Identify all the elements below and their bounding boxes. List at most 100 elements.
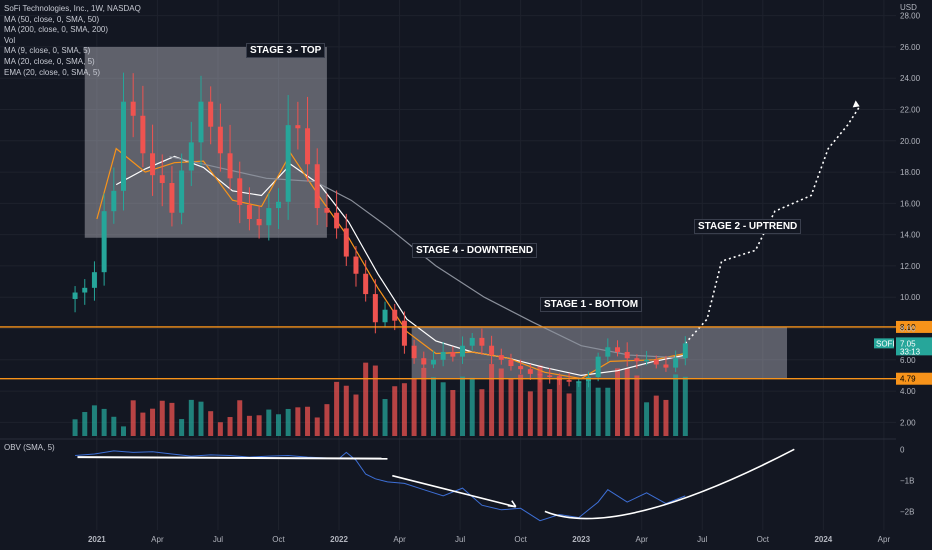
indicator-ma9[interactable]: MA (9, close, 0, SMA, 5) <box>4 46 91 56</box>
candle-body-30 <box>363 273 369 295</box>
resistance-tag <box>896 320 932 333</box>
candle-body-21 <box>275 201 281 209</box>
last-price-countdown: 33:13 <box>900 347 921 356</box>
line-obv <box>75 450 686 522</box>
volume-bar-15 <box>217 422 223 436</box>
x-tick-label-0: 2021 <box>88 535 106 544</box>
volume-bar-61 <box>663 399 669 436</box>
candle-body-23 <box>295 125 301 129</box>
axes: 2.00 4.00 6.00 8.00 10.00 12.00 14.00 16.00 18.0… <box>88 3 921 544</box>
candle-body-2 <box>91 272 97 288</box>
candle-body-16 <box>227 153 233 179</box>
volume-bar-32 <box>382 399 388 436</box>
volume-bar-5 <box>121 426 127 436</box>
volume-bar-4 <box>111 416 117 436</box>
volume-bar-45 <box>508 378 514 436</box>
y-tick-label-11: 24.00 <box>900 74 921 83</box>
candle-body-7 <box>140 115 146 154</box>
volume-bar-37 <box>430 377 436 436</box>
volume-bar-34 <box>401 383 407 436</box>
y-tick-label-8: 18.00 <box>900 168 921 177</box>
x-tick-label-11: Oct <box>757 535 770 544</box>
candle-body-35 <box>411 345 417 359</box>
last-price-tag <box>896 337 932 356</box>
obv-tick-label-1: −1B <box>900 476 914 485</box>
stage3-label: STAGE 3 - TOP <box>246 43 326 58</box>
volume-bar-55 <box>605 387 611 436</box>
candle-body-27 <box>334 212 340 229</box>
volume-bar-46 <box>518 374 524 436</box>
moving-averages <box>96 100 861 380</box>
volume-bar-12 <box>188 399 194 436</box>
indicator-ma200[interactable]: MA (200, close, 0, SMA, 200) <box>4 25 109 35</box>
candle-body-26 <box>324 208 330 213</box>
volume-bar-41 <box>469 377 475 436</box>
obv-legend[interactable]: OBV (SMA, 5) <box>4 443 55 452</box>
candle-body-47 <box>527 369 533 374</box>
volume-bar-14 <box>208 411 214 436</box>
volume-bar-17 <box>237 400 243 436</box>
candle-body-40 <box>460 345 466 357</box>
volume-bar-6 <box>130 400 136 436</box>
obv-tick-label-0: 0 <box>900 445 905 454</box>
obv-cup-curve <box>544 448 795 520</box>
candle-body-46 <box>518 366 524 370</box>
candle-body-24 <box>305 128 311 165</box>
volume-bar-9 <box>159 400 165 436</box>
line-ma_orange <box>96 147 686 380</box>
volume-bar-21 <box>275 414 281 436</box>
volume-bar-0 <box>72 419 78 436</box>
x-tick-label-7: Oct <box>514 535 527 544</box>
projection-arrow-icon <box>852 100 860 108</box>
x-tick-label-1: Apr <box>151 535 164 544</box>
candle-body-1 <box>82 287 88 293</box>
obv-flat-trendline <box>77 456 388 460</box>
candle-body-3 <box>101 211 107 273</box>
candle-body-22 <box>285 125 291 202</box>
obv-arrow-icon <box>507 500 517 508</box>
indicator-ema20[interactable]: EMA (20, close, 0, SMA, 5) <box>4 67 101 77</box>
candle-body-59 <box>644 359 650 362</box>
candle-body-34 <box>401 320 407 346</box>
volume-bar-3 <box>101 408 107 436</box>
volume-bar-63 <box>682 376 688 436</box>
indicator-vol[interactable]: Vol <box>4 35 16 45</box>
volume-bar-27 <box>334 381 340 436</box>
stage2-label: STAGE 2 - UPTREND <box>694 219 802 234</box>
candle-body-48 <box>537 373 543 376</box>
candle-body-25 <box>314 164 320 209</box>
y-tick-label-12: 26.00 <box>900 43 921 52</box>
y-tick-label-10: 22.00 <box>900 106 921 115</box>
volume-bar-1 <box>82 412 88 436</box>
volume-bar-38 <box>440 382 446 436</box>
stage1-label: STAGE 1 - BOTTOM <box>540 297 643 312</box>
indicator-ma20[interactable]: MA (20, close, 0, SMA, 5) <box>4 56 95 66</box>
price-candles <box>72 72 688 388</box>
volume-bar-58 <box>634 375 640 436</box>
volume-bar-44 <box>498 368 504 436</box>
volume-bar-22 <box>285 408 291 436</box>
volume-bar-7 <box>140 412 146 436</box>
candle-body-31 <box>372 294 378 323</box>
candle-body-19 <box>256 219 262 226</box>
candle-body-60 <box>653 359 659 365</box>
y-tick-label-3: 8.00 <box>900 325 916 334</box>
x-tick-label-5: Apr <box>393 535 406 544</box>
volume-bar-52 <box>576 381 582 436</box>
volume-bar-16 <box>227 417 233 436</box>
x-tick-label-8: 2023 <box>572 535 590 544</box>
volume-bar-49 <box>547 389 553 436</box>
candle-body-55 <box>605 347 611 357</box>
volume-bar-13 <box>198 401 204 436</box>
candle-body-57 <box>624 351 630 359</box>
candle-body-18 <box>246 204 252 219</box>
indicator-ma50[interactable]: MA (50, close, 0, SMA, 50) <box>4 14 100 24</box>
candle-body-42 <box>479 337 485 346</box>
x-tick-label-6: Jul <box>455 535 465 544</box>
candle-body-10 <box>169 183 175 213</box>
volume-bar-35 <box>411 378 417 436</box>
volume-bar-60 <box>653 395 659 436</box>
volume-bar-51 <box>566 393 572 436</box>
